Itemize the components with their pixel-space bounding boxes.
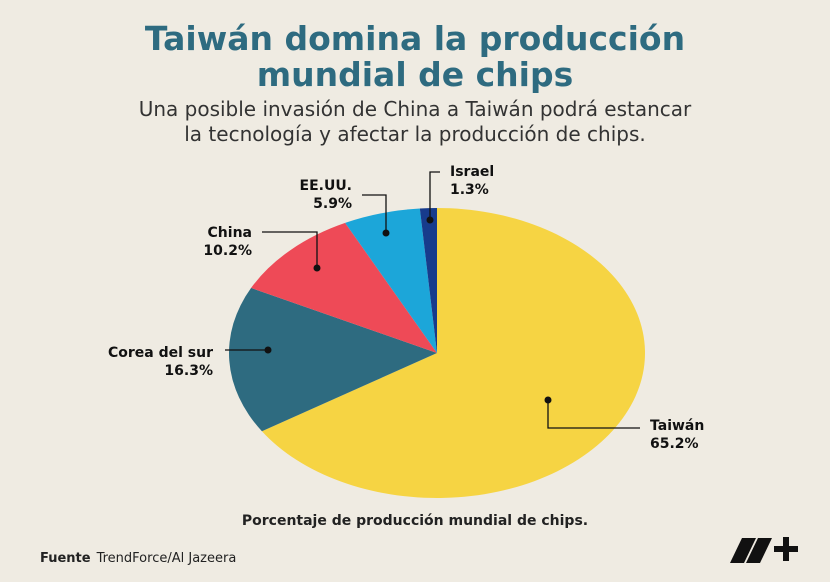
slice-value: 1.3% <box>450 182 489 198</box>
pie-slice <box>229 287 437 432</box>
leader-line <box>262 231 318 268</box>
pie-slice <box>419 208 437 353</box>
slice-value: 16.3% <box>164 363 213 379</box>
slice-label: EE.UU. <box>300 178 353 194</box>
slice-label: China <box>208 225 252 241</box>
leader-dot <box>382 229 390 237</box>
chart-title: Taiwán domina la producción mundial de ch… <box>145 19 685 94</box>
leader-dot <box>426 216 434 224</box>
slice-label: Corea del sur <box>108 345 213 361</box>
logo <box>730 537 798 563</box>
pie-slice <box>251 222 437 353</box>
source-label: Fuente <box>40 551 91 566</box>
leader-line <box>362 194 387 233</box>
leader-dot <box>544 396 552 404</box>
source: Fuente TrendForce/Al Jazeera <box>40 551 236 566</box>
slice-value: 10.2% <box>203 243 252 259</box>
slice-label: Taiwán <box>650 418 704 434</box>
slice-label: Israel <box>450 164 494 180</box>
source-text: TrendForce/Al Jazeera <box>96 551 237 566</box>
leader-line <box>547 400 640 429</box>
slice-value: 65.2% <box>650 436 699 452</box>
leader-dot <box>313 264 321 272</box>
pie-slice <box>345 208 437 353</box>
caption: Porcentaje de producción mundial de chip… <box>242 513 588 529</box>
pie-slice <box>261 208 646 499</box>
chart-subtitle: Una posible invasión de China a Taiwán p… <box>139 97 692 146</box>
leader-dot <box>264 346 272 354</box>
leader-line <box>429 171 440 220</box>
slice-value: 5.9% <box>313 196 352 212</box>
